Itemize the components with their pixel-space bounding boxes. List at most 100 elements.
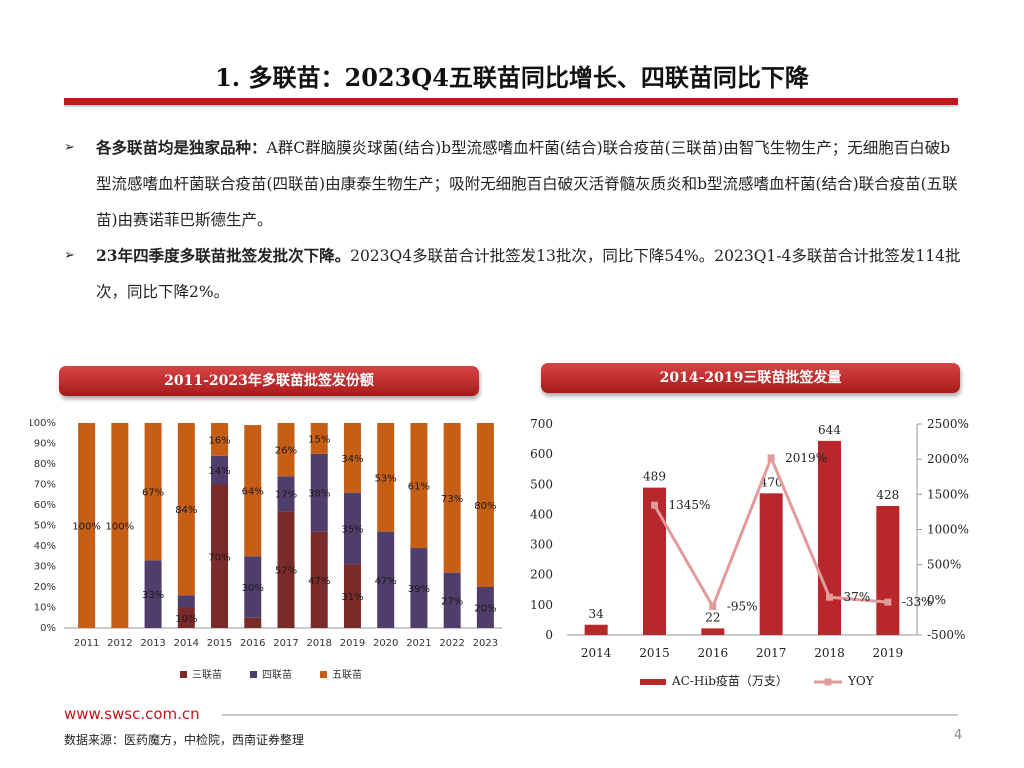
legend-swatch-marker xyxy=(824,678,832,686)
left-tick-label: 100 xyxy=(530,598,553,612)
legend-label: 三联苗 xyxy=(192,669,222,681)
page-title: 1. 多联苗：2023Q4五联苗同比增长、四联苗同比下降 xyxy=(215,63,809,92)
data-label: 73% xyxy=(441,494,463,505)
legend-label: 四联苗 xyxy=(262,669,292,681)
x-tick-label: 2015 xyxy=(639,646,670,660)
legend-swatch xyxy=(180,671,187,678)
x-tick-label: 2015 xyxy=(207,638,232,649)
bar-segment xyxy=(144,560,162,628)
x-tick-label: 2016 xyxy=(698,646,729,660)
left-tick-label: 500 xyxy=(530,477,553,491)
y-tick-label: 40% xyxy=(34,541,56,552)
x-tick-label: 2014 xyxy=(174,638,199,649)
bar-segment xyxy=(244,556,262,618)
bar-segment xyxy=(144,423,162,561)
x-tick-label: 2018 xyxy=(814,646,845,660)
x-tick-label: 2019 xyxy=(340,638,365,649)
page-number: 4 xyxy=(954,728,963,743)
bullet-heading: 各多联苗均是独家品种： xyxy=(96,138,267,157)
bar-segment xyxy=(410,548,428,628)
x-tick-label: 2014 xyxy=(581,646,612,660)
data-label: 17% xyxy=(275,490,297,501)
data-label: 100% xyxy=(72,522,101,533)
data-label: 34% xyxy=(341,454,363,465)
data-label: 20% xyxy=(474,604,496,615)
yoy-label: 1345% xyxy=(669,498,711,512)
data-label: 80% xyxy=(474,501,496,512)
data-label: 53% xyxy=(375,473,397,484)
data-label: 39% xyxy=(408,584,430,595)
left-tick-label: 300 xyxy=(530,538,553,552)
bar-segment xyxy=(277,423,295,477)
left-tick-label: 400 xyxy=(530,507,553,521)
bar xyxy=(818,440,841,635)
bullet-item: ➢ 各多联苗均是独家品种：A群C群脑膜炎球菌(结合)b型流感嗜血杆菌(结合)联合… xyxy=(64,130,964,238)
bar-segment xyxy=(343,423,361,493)
bar xyxy=(759,493,783,635)
x-tick-label: 2020 xyxy=(373,638,398,649)
y-tick-label: 20% xyxy=(34,582,56,593)
chart-left-header: 2011-2023年多联苗批签发份额 xyxy=(59,366,479,396)
data-label: 31% xyxy=(341,592,363,603)
yoy-label: -33% xyxy=(902,595,933,609)
x-tick-label: 2018 xyxy=(307,638,332,649)
bar-segment xyxy=(343,492,361,565)
bar-value-label: 470 xyxy=(760,475,783,489)
bullet-text: A群C群脑膜炎球菌(结合)b型流感嗜血杆菌(结合)联合疫苗(三联苗)由智飞生物生… xyxy=(96,139,958,229)
bar-segment xyxy=(476,423,494,587)
data-label: 15% xyxy=(308,434,330,445)
data-label: 27% xyxy=(441,596,463,607)
bar xyxy=(701,628,725,635)
bar-segment xyxy=(377,423,395,532)
bar-segment xyxy=(211,484,229,628)
footer-divider xyxy=(222,714,958,716)
data-label: 38% xyxy=(308,489,330,500)
data-label: 84% xyxy=(175,505,197,516)
title-underline-shadow xyxy=(64,105,958,107)
y-tick-label: 70% xyxy=(34,480,56,491)
x-tick-label: 2023 xyxy=(473,638,498,649)
y-tick-label: 50% xyxy=(34,521,56,532)
bar xyxy=(643,487,666,635)
data-label: 16% xyxy=(208,435,230,446)
right-tick-label: 500% xyxy=(927,558,961,572)
data-label: 61% xyxy=(408,482,430,493)
footer-url[interactable]: www.swsc.com.cn xyxy=(64,705,200,723)
data-label: 70% xyxy=(208,552,230,563)
bar-segment xyxy=(244,617,262,628)
x-tick-label: 2017 xyxy=(756,646,787,660)
data-label: 100% xyxy=(106,522,135,533)
bar-segment xyxy=(410,423,428,549)
legend-swatch-bar xyxy=(640,679,666,685)
bar-segment xyxy=(443,423,461,573)
x-tick-label: 2022 xyxy=(439,638,464,649)
data-label: 47% xyxy=(308,576,330,587)
data-label: 35% xyxy=(341,525,363,536)
y-tick-label: 0% xyxy=(40,623,56,634)
bar-segment xyxy=(277,511,295,628)
y-tick-label: 60% xyxy=(34,500,56,511)
bar-segment xyxy=(277,476,295,512)
x-tick-label: 2017 xyxy=(273,638,298,649)
bar-value-label: 34 xyxy=(589,607,605,621)
data-label: 26% xyxy=(275,446,297,457)
bar-segment xyxy=(476,587,494,628)
bullet-heading: 23年四季度多联苗批签发批次下降。 xyxy=(96,246,351,265)
arrow-bullet-icon: ➢ xyxy=(64,140,75,155)
bar-segment xyxy=(310,423,328,454)
x-tick-label: 2011 xyxy=(74,638,99,649)
legend-swatch xyxy=(320,671,327,678)
stacked-share-chart: 0% 10% 20% 30% 40% 50% 60% 70% 80% 90% 100% 2011 100… xyxy=(30,418,502,681)
title-underline xyxy=(64,98,958,105)
data-label: 47% xyxy=(375,576,397,587)
x-tick-label: 2019 xyxy=(873,646,904,660)
bar xyxy=(876,505,900,635)
right-tick-label: 0% xyxy=(927,593,946,607)
bar-segment xyxy=(177,423,195,596)
yoy-label: 2019% xyxy=(785,451,827,465)
yoy-label: -95% xyxy=(727,600,758,614)
y-tick-label: 30% xyxy=(34,562,56,573)
bar-line-chart: 0 100 200 300 400 500 600 700 -500% 0% 500% 1000% 15… xyxy=(530,417,969,688)
bar-value-label: 644 xyxy=(818,423,841,437)
right-tick-label: -500% xyxy=(927,628,965,642)
